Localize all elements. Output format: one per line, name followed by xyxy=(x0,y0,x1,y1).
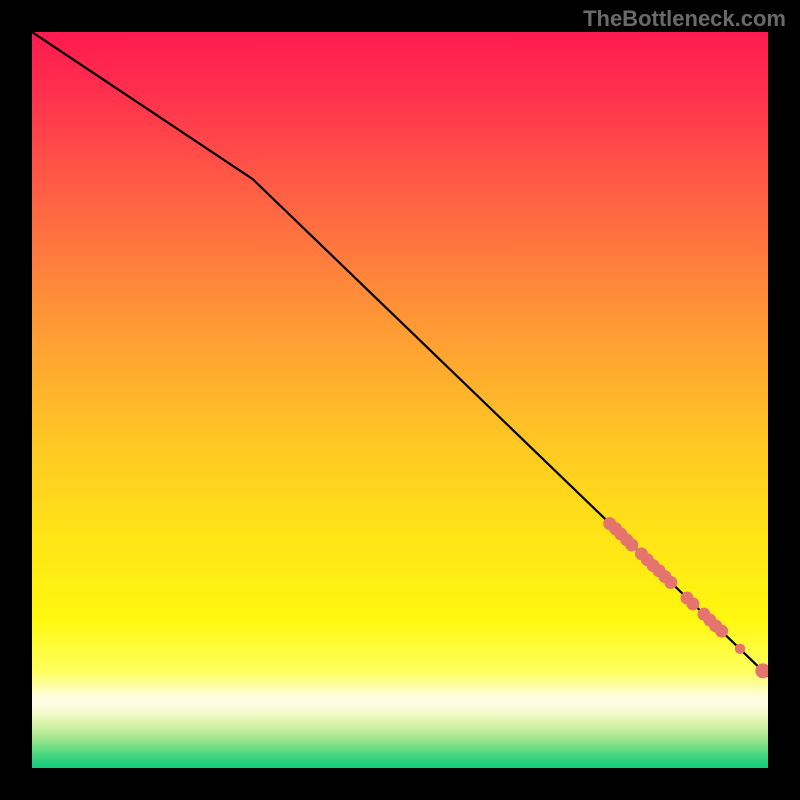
watermark-text: TheBottleneck.com xyxy=(583,6,786,32)
trend-line xyxy=(32,32,768,676)
data-point xyxy=(625,538,638,551)
data-point xyxy=(735,644,745,654)
data-point xyxy=(715,625,728,638)
chart-svg xyxy=(32,32,768,768)
chart-stage: TheBottleneck.com xyxy=(0,0,800,800)
data-point xyxy=(686,597,699,610)
plot-area xyxy=(32,32,768,768)
data-point xyxy=(664,576,677,589)
